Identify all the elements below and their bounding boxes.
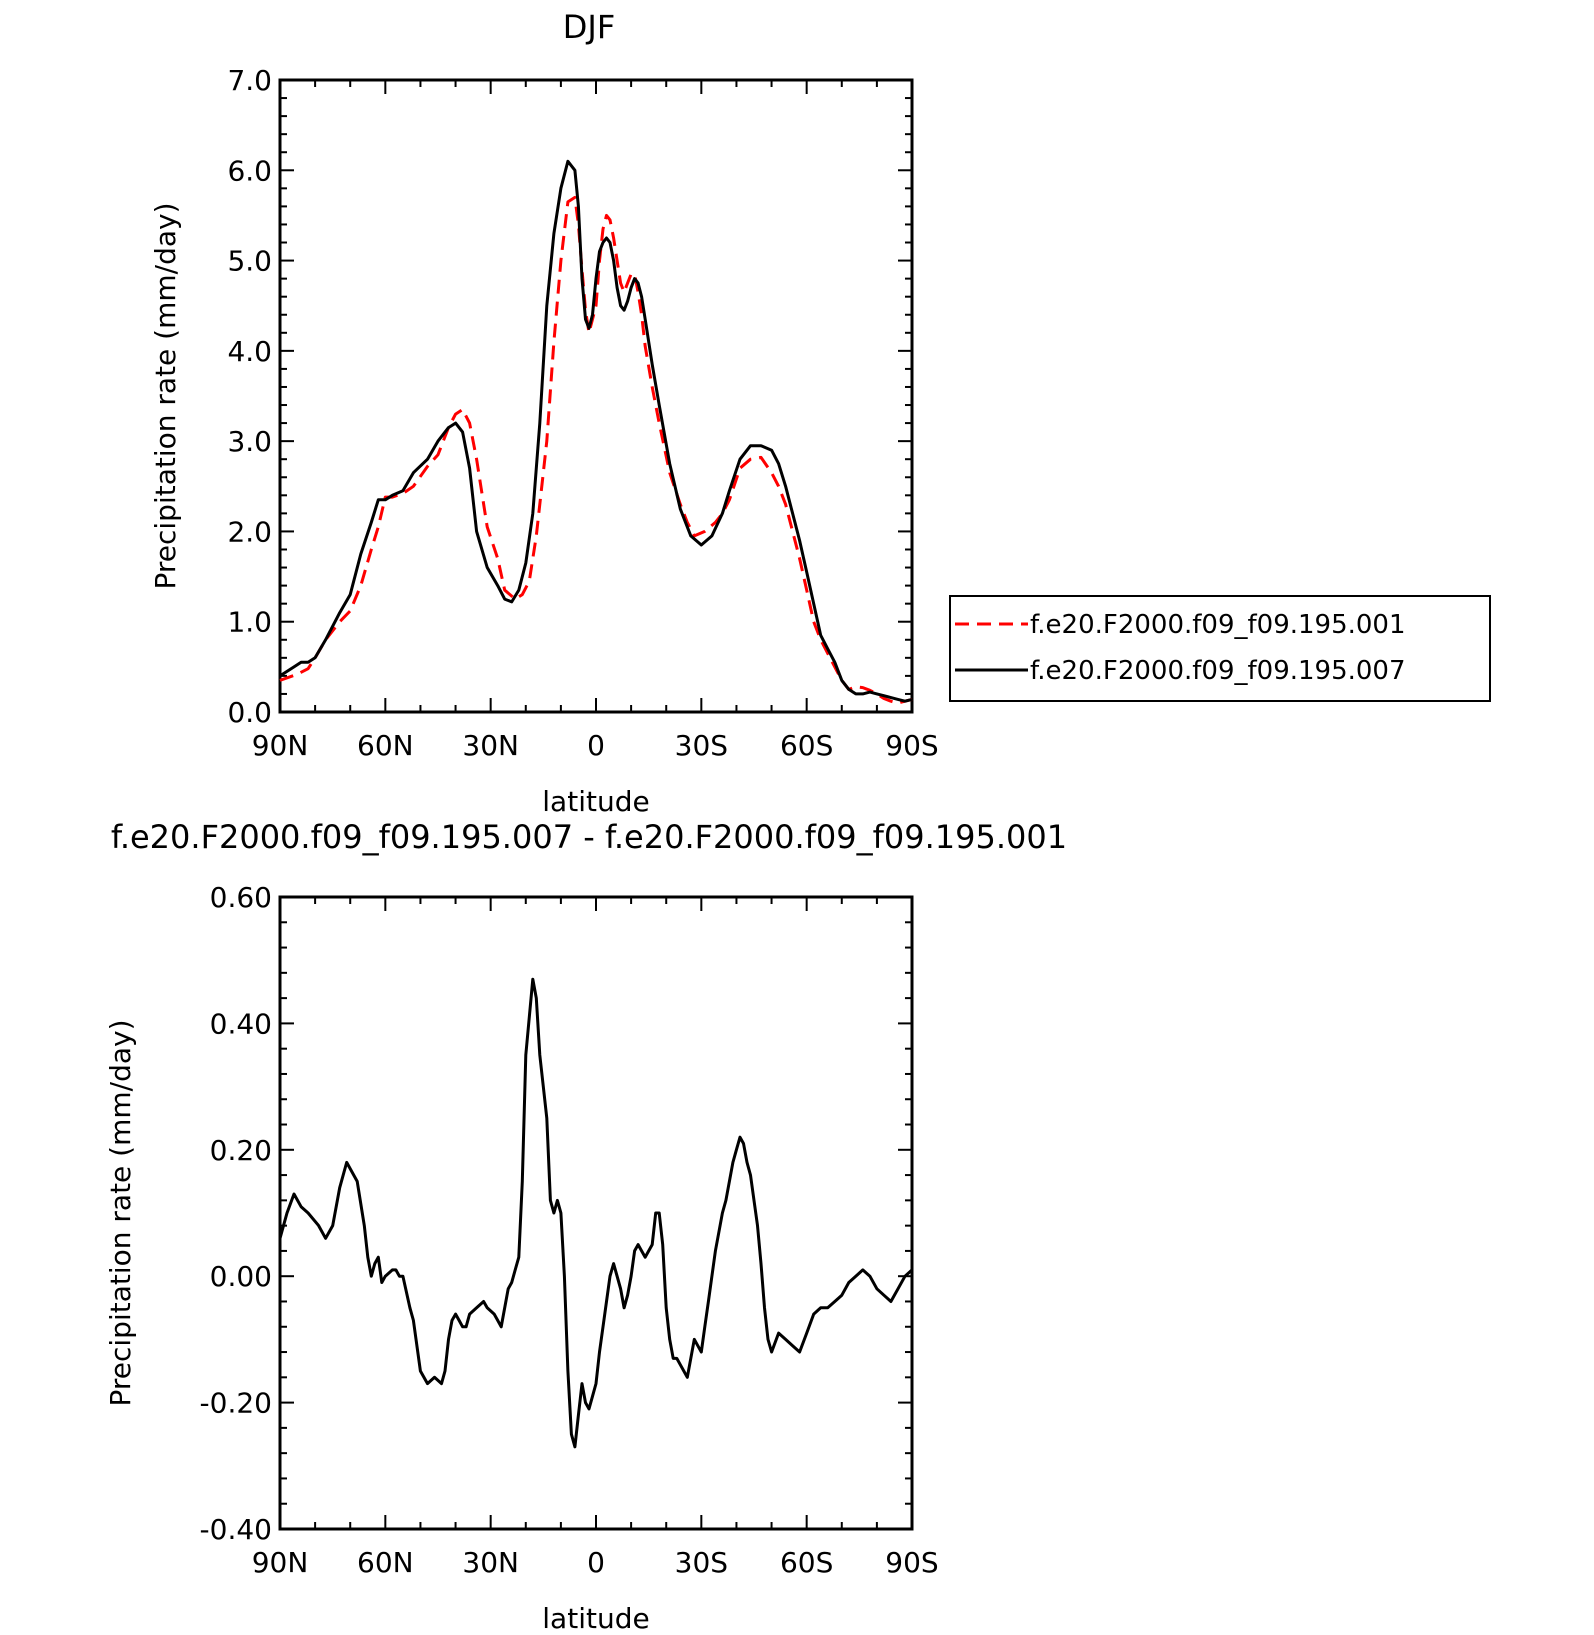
y-tick-label: 0.0 [227, 696, 272, 729]
y-tick-label: -0.20 [200, 1387, 272, 1420]
x-tick-label: 90N [252, 1546, 309, 1579]
y-tick-label: -0.40 [200, 1513, 272, 1546]
x-tick-label: 60S [780, 729, 833, 762]
bottom-panel: f.e20.F2000.f09_f09.195.007 - f.e20.F200… [104, 818, 1067, 1635]
y-tick-label: 0.60 [210, 881, 272, 914]
legend-label-series-1: f.e20.F2000.f09_f09.195.001 [1030, 610, 1406, 640]
legend-label-series-2: f.e20.F2000.f09_f09.195.007 [1030, 656, 1406, 686]
top-xaxis-label: latitude [542, 785, 649, 818]
y-tick-label: 7.0 [227, 64, 272, 97]
legend: f.e20.F2000.f09_f09.195.001 f.e20.F2000.… [949, 595, 1491, 702]
top-series-layer [279, 159, 913, 705]
y-tick-label: 0.40 [210, 1007, 272, 1040]
y-tick-label: 2.0 [227, 515, 272, 548]
top-ticks: 90N 60N 30N 0 30S 60S 90S 0.0 1.0 2.0 3.0 4.0 5.0 6.0… [227, 64, 938, 762]
x-tick-label: 60N [357, 1546, 414, 1579]
bottom-plot-frame [278, 895, 914, 1531]
y-tick-label: 0.20 [210, 1134, 272, 1167]
bottom-series-layer [278, 977, 914, 1449]
bottom-xaxis-label: latitude [542, 1602, 649, 1635]
top-panel: DJF 90N 60N 30N 0 30S 60S 90S 0.0 1.0 2.0 3.0 4.0 5.… [149, 8, 939, 818]
y-tick-label: 4.0 [227, 335, 272, 368]
x-tick-label: 60N [357, 729, 414, 762]
series-line-1 [278, 977, 914, 1449]
y-tick-label: 1.0 [227, 606, 272, 639]
x-tick-label: 30N [462, 1546, 519, 1579]
x-tick-label: 30N [462, 729, 519, 762]
bottom-ticks: 90N 60N 30N 0 30S 60S 90S -0.40 -0.20 0.00 0.20 0.4… [200, 881, 939, 1579]
top-chart-title: DJF [563, 8, 615, 46]
x-tick-label: 30S [675, 1546, 728, 1579]
top-yaxis-label: Precipitation rate (mm/day) [149, 202, 182, 589]
x-tick-label: 0 [587, 729, 605, 762]
x-tick-label: 30S [675, 729, 728, 762]
x-tick-label: 90S [885, 729, 938, 762]
bottom-chart-title: f.e20.F2000.f09_f09.195.007 - f.e20.F200… [111, 818, 1067, 856]
x-tick-label: 60S [780, 1546, 833, 1579]
y-tick-label: 0.00 [210, 1260, 272, 1293]
y-tick-label: 5.0 [227, 245, 272, 278]
x-tick-label: 90N [252, 729, 309, 762]
legend-box [949, 595, 1491, 702]
series-line-2 [279, 159, 913, 703]
y-tick-label: 6.0 [227, 154, 272, 187]
y-tick-label: 3.0 [227, 425, 272, 458]
x-tick-label: 0 [587, 1546, 605, 1579]
x-tick-label: 90S [885, 1546, 938, 1579]
bottom-yaxis-label: Precipitation rate (mm/day) [104, 1019, 137, 1406]
